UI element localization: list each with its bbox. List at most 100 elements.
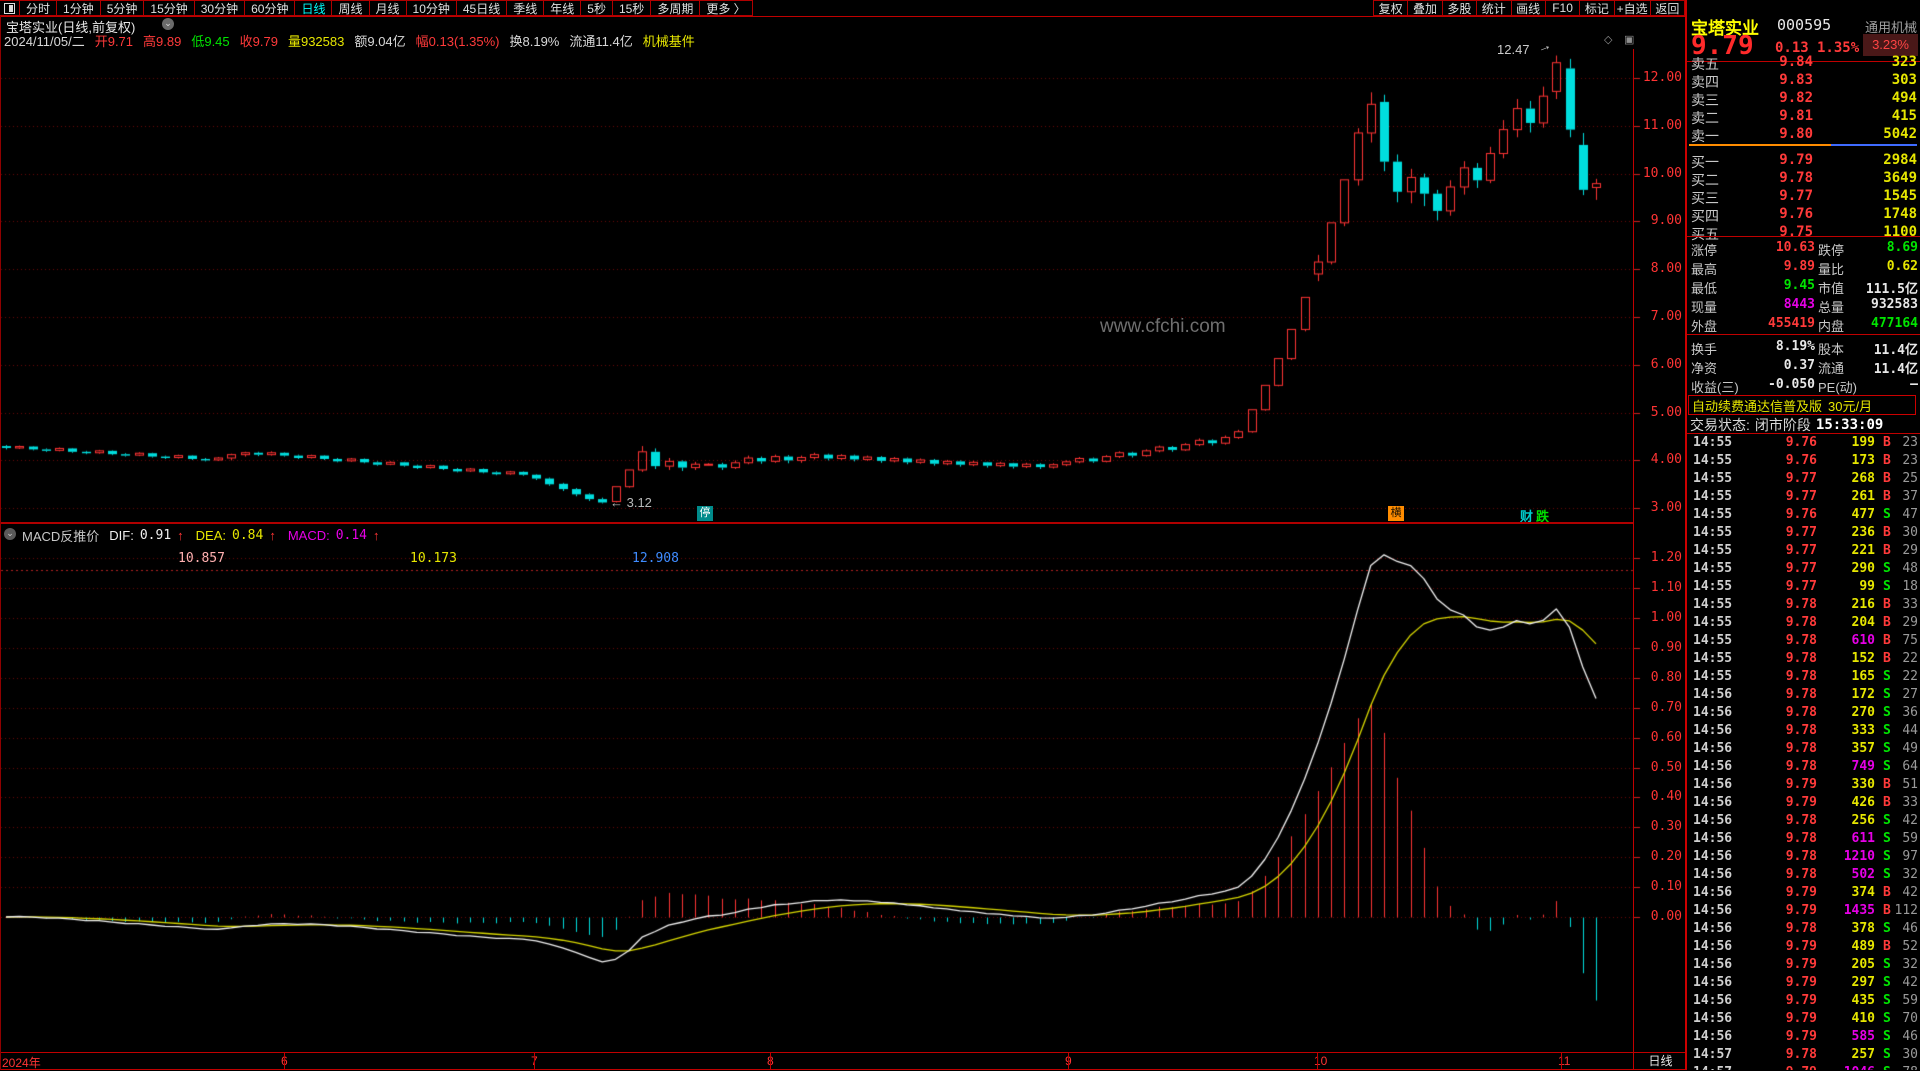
period-menu-item-30分钟[interactable]: 30分钟	[195, 1, 246, 16]
tape-row[interactable]: 14:56 9.79 426 B 33	[1687, 794, 1920, 812]
toolbar-item-画线[interactable]: 画线	[1512, 1, 1546, 16]
tape-row[interactable]: 14:57 9.78 257 S 30	[1687, 1046, 1920, 1064]
tape-row[interactable]: 14:56 9.79 489 B 52	[1687, 938, 1920, 956]
tape-volume: 165	[1851, 669, 1875, 684]
period-menu-item-15分钟[interactable]: 15分钟	[144, 1, 195, 16]
period-menu-item-5分钟[interactable]: 5分钟	[101, 1, 145, 16]
toolbar-item-F10[interactable]: F10	[1546, 1, 1581, 15]
tape-direction: B	[1883, 453, 1891, 468]
period-label[interactable]: 日线	[1633, 1053, 1687, 1069]
period-menu-item-周线[interactable]: 周线	[332, 1, 370, 16]
tape-row[interactable]: 14:55 9.78 152 B 22	[1687, 650, 1920, 668]
tape-count: 36	[1902, 705, 1918, 720]
bid-row[interactable]: 买四 9.76 1748	[1687, 205, 1920, 224]
period-menu-item-季线[interactable]: 季线	[507, 1, 545, 16]
tape-row[interactable]: 14:55 9.78 204 B 29	[1687, 614, 1920, 632]
pane-divider[interactable]	[0, 522, 1633, 524]
tape-time: 14:56	[1693, 921, 1733, 936]
ask-row[interactable]: 卖三 9.82 494	[1687, 89, 1920, 108]
industry-label[interactable]: 通用机械	[1864, 20, 1917, 35]
tape-row[interactable]: 14:56 9.78 749 S 64	[1687, 758, 1920, 776]
period-menu-item-更多 〉[interactable]: 更多 〉	[700, 1, 753, 16]
tape-row[interactable]: 14:55 9.77 221 B 29	[1687, 542, 1920, 560]
tape-row[interactable]: 14:56 9.78 611 S 59	[1687, 830, 1920, 848]
tape-time: 14:56	[1693, 939, 1733, 954]
low-price-annotation: ← 3.12	[610, 495, 652, 510]
period-menu-item-日线[interactable]: 日线	[295, 1, 333, 16]
tape-row[interactable]: 14:56 9.79 410 S 70	[1687, 1010, 1920, 1028]
toolbar-item-多股[interactable]: 多股	[1443, 1, 1478, 16]
tape-row[interactable]: 14:55 9.77 99 S 18	[1687, 578, 1920, 596]
promo-banner[interactable]: 自动续费通达信普及版 30元/月	[1688, 395, 1916, 415]
toolbar-item-复权[interactable]: 复权	[1373, 1, 1409, 16]
tape-row[interactable]: 14:55 9.77 261 B 37	[1687, 488, 1920, 506]
tape-row[interactable]: 14:55 9.76 477 S 47	[1687, 506, 1920, 524]
tape-row[interactable]: 14:56 9.78 378 S 46	[1687, 920, 1920, 938]
collapse-indicator-icon[interactable]: ⌄	[4, 528, 16, 540]
tape-row[interactable]: 14:56 9.79 330 B 51	[1687, 776, 1920, 794]
tape-row[interactable]: 14:56 9.78 357 S 49	[1687, 740, 1920, 758]
toolbar-item-统计[interactable]: 统计	[1477, 1, 1512, 16]
tape-row[interactable]: 14:56 9.78 172 S 27	[1687, 686, 1920, 704]
tick-trade-list[interactable]: 14:55 9.76 199 B 23 14:55 9.76 173 B 23 14:55 9.77 2…	[1687, 434, 1920, 1070]
toolbar-item-返回[interactable]: 返回	[1651, 1, 1686, 16]
tape-row[interactable]: 14:56 9.79 585 S 46	[1687, 1028, 1920, 1046]
toolbar-item-叠加[interactable]: 叠加	[1408, 1, 1443, 16]
tape-row[interactable]: 14:55 9.76 173 B 23	[1687, 452, 1920, 470]
tape-row[interactable]: 14:56 9.79 435 S 59	[1687, 992, 1920, 1010]
tape-row[interactable]: 14:56 9.78 256 S 42	[1687, 812, 1920, 830]
panel-divider[interactable]	[1685, 0, 1687, 1070]
toolbar-item-+自选[interactable]: +自选	[1615, 1, 1651, 16]
candlestick-chart-canvas[interactable]	[0, 0, 1686, 1070]
period-menu-item-年线[interactable]: 年线	[544, 1, 582, 16]
indicator-name[interactable]: MACD反推价	[22, 528, 100, 544]
tape-row[interactable]: 14:56 9.79 297 S 42	[1687, 974, 1920, 992]
tape-row[interactable]: 14:56 9.79 374 B 42	[1687, 884, 1920, 902]
period-menu-item-分时[interactable]: 分时	[20, 1, 58, 16]
period-menu-item-多周期[interactable]: 多周期	[651, 1, 701, 16]
tape-row[interactable]: 14:56 9.79 1435 B 112	[1687, 902, 1920, 920]
macd-tick-label: 0.30	[1650, 819, 1682, 835]
ask-row[interactable]: 卖二 9.81 415	[1687, 107, 1920, 126]
tape-row[interactable]: 14:55 9.77 236 B 30	[1687, 524, 1920, 542]
period-menu-item-60分钟[interactable]: 60分钟	[245, 1, 296, 16]
panel-layout-icon[interactable]: ▣	[1624, 34, 1635, 46]
tape-row[interactable]: 14:55 9.77 268 B 25	[1687, 470, 1920, 488]
tape-row[interactable]: 14:55 9.78 165 S 22	[1687, 668, 1920, 686]
diamond-icon[interactable]: ◇	[1604, 34, 1613, 46]
toolbar-item-标记[interactable]: 标记	[1580, 1, 1615, 16]
period-menu-item-月线[interactable]: 月线	[370, 1, 407, 16]
tape-row[interactable]: 14:56 9.78 270 S 36	[1687, 704, 1920, 722]
bid-row[interactable]: 买二 9.78 3649	[1687, 169, 1920, 188]
tape-row[interactable]: 14:57 9.79 1046 S78	[1687, 1064, 1920, 1070]
tape-row[interactable]: 14:55 9.78 610 B 75	[1687, 632, 1920, 650]
stock-name[interactable]: 宝塔实业	[1691, 19, 1759, 38]
period-menu-item-10分钟[interactable]: 10分钟	[407, 1, 457, 16]
period-menu-item-15秒[interactable]: 15秒	[613, 1, 652, 16]
bid-row[interactable]: 买一 9.79 2984	[1687, 151, 1920, 170]
period-menu-item-45日线[interactable]: 45日线	[457, 1, 508, 16]
tape-price: 9.76	[1785, 453, 1817, 468]
ask-row[interactable]: 卖五 9.84 323	[1687, 53, 1920, 72]
tape-row[interactable]: 14:56 9.79 205 S 32	[1687, 956, 1920, 974]
toolbar-menu-bar: 复权 叠加 多股 统计 画线 F10 标记 +自选 返回	[1373, 0, 1686, 16]
tape-row[interactable]: 14:55 9.76 199 B 23	[1687, 434, 1920, 452]
window-grid-icon[interactable]	[0, 1, 20, 15]
chevron-down-icon[interactable]: ⌄	[162, 18, 174, 30]
stat-value: 8443	[1783, 297, 1815, 312]
tape-row[interactable]: 14:56 9.78 333 S 44	[1687, 722, 1920, 740]
tape-row[interactable]: 14:55 9.78 216 B 33	[1687, 596, 1920, 614]
tape-row[interactable]: 14:56 9.78 1210 S 97	[1687, 848, 1920, 866]
tape-volume: 1046	[1821, 1065, 1875, 1070]
period-menu-item-1分钟[interactable]: 1分钟	[57, 1, 101, 16]
ob-volume: 3649	[1883, 170, 1917, 186]
ask-row[interactable]: 卖一 9.80 5042	[1687, 125, 1920, 144]
tape-row[interactable]: 14:56 9.78 502 S 32	[1687, 866, 1920, 884]
tape-count: 48	[1902, 561, 1918, 576]
time-axis-label: 10	[1314, 1054, 1328, 1068]
ask-row[interactable]: 卖四 9.83 303	[1687, 71, 1920, 90]
period-menu-item-5秒[interactable]: 5秒	[581, 1, 613, 16]
bid-row[interactable]: 买三 9.77 1545	[1687, 187, 1920, 206]
time-axis[interactable]: 2024年67891011	[0, 1053, 1633, 1070]
tape-row[interactable]: 14:55 9.77 290 S 48	[1687, 560, 1920, 578]
